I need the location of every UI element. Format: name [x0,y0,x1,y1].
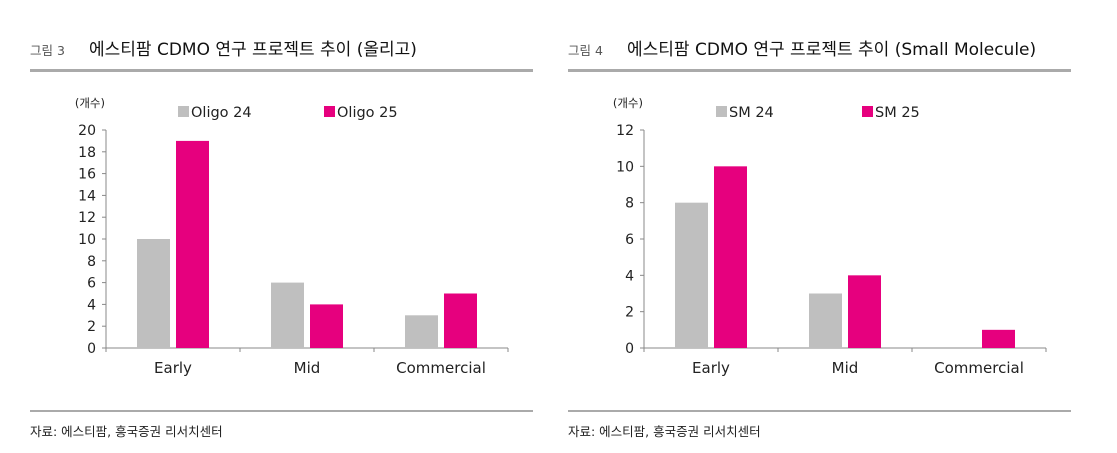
bar-chart-oligo: (개수) 0 2 4 6 8 10 12 14 16 18 20 Early Mid Commercial O… [75,96,509,377]
header-divider [30,69,533,72]
bar-oligo-24-commercial [405,315,438,348]
y-tick-label: 6 [625,232,634,248]
y-tick-label: 8 [625,196,634,212]
figure-title: 에스티팜 CDMO 연구 프로젝트 추이 (올리고) [89,40,417,60]
y-tick-label: 12 [616,123,634,139]
legend-swatch [178,106,189,117]
y-tick-label: 0 [87,341,96,357]
y-tick-label: 4 [625,268,634,284]
bar-sm-24-early [675,202,708,348]
source-note: 자료: 에스티팜, 흥국증권 리서치센터 [568,424,761,439]
y-tick-label: 10 [616,159,634,175]
footer-divider [568,410,1071,412]
x-tick-label: Commercial [396,359,486,377]
x-tick-label: Commercial [934,359,1024,377]
legend-label: Oligo 25 [337,105,398,121]
legend-swatch [716,106,727,117]
bar-oligo-25-commercial [444,293,477,348]
bar-oligo-24-early [137,239,170,348]
y-tick-label: 8 [87,254,96,270]
x-tick-label: Mid [294,359,321,377]
bar-sm-25-early [714,166,747,348]
figure-header: 그림 3 에스티팜 CDMO 연구 프로젝트 추이 (올리고) [30,34,533,60]
bar-sm-25-mid [848,275,881,348]
bar-oligo-25-early [176,140,209,348]
x-tick-label: Mid [832,359,859,377]
y-tick-label: 4 [87,297,96,313]
bar-sm-24-mid [809,293,842,348]
y-tick-label: 2 [87,319,96,335]
chart-panel-oligo: 그림 3 에스티팜 CDMO 연구 프로젝트 추이 (올리고) (개수) 0 2 4 6… [30,0,533,453]
y-tick-label: 14 [78,188,96,204]
y-axis-unit-label: (개수) [75,96,105,110]
legend-swatch [324,106,335,117]
y-axis-unit-label: (개수) [613,96,643,110]
figure-number: 그림 3 [30,43,65,58]
y-tick-label: 6 [87,276,96,292]
bar-oligo-25-mid [310,304,343,348]
bar-sm-25-commercial [982,329,1015,348]
chart-panel-small-molecule: 그림 4 에스티팜 CDMO 연구 프로젝트 추이 (Small Molecul… [568,0,1071,453]
x-tick-label: Early [154,359,192,377]
figure-number: 그림 4 [568,43,603,58]
legend-label: SM 24 [729,105,774,121]
legend-swatch [862,106,873,117]
y-tick-label: 20 [78,123,96,139]
bar-chart-small-molecule: (개수) 0 2 4 6 8 10 12 Early Mid Commercial SM 24 SM 2… [613,96,1047,377]
bar-oligo-24-mid [271,282,304,348]
x-tick-label: Early [692,359,730,377]
y-tick-label: 10 [78,232,96,248]
figure-header: 그림 4 에스티팜 CDMO 연구 프로젝트 추이 (Small Molecul… [568,34,1071,60]
source-note: 자료: 에스티팜, 흥국증권 리서치센터 [30,424,223,439]
legend-label: Oligo 24 [191,105,252,121]
header-divider [568,69,1071,72]
legend-label: SM 25 [875,105,920,121]
figure-title: 에스티팜 CDMO 연구 프로젝트 추이 (Small Molecule) [627,40,1037,60]
y-tick-label: 0 [625,341,634,357]
footer-divider [30,410,533,412]
y-tick-label: 16 [78,167,96,183]
y-tick-label: 2 [625,305,634,321]
y-tick-label: 18 [78,145,96,161]
y-tick-label: 12 [78,210,96,226]
